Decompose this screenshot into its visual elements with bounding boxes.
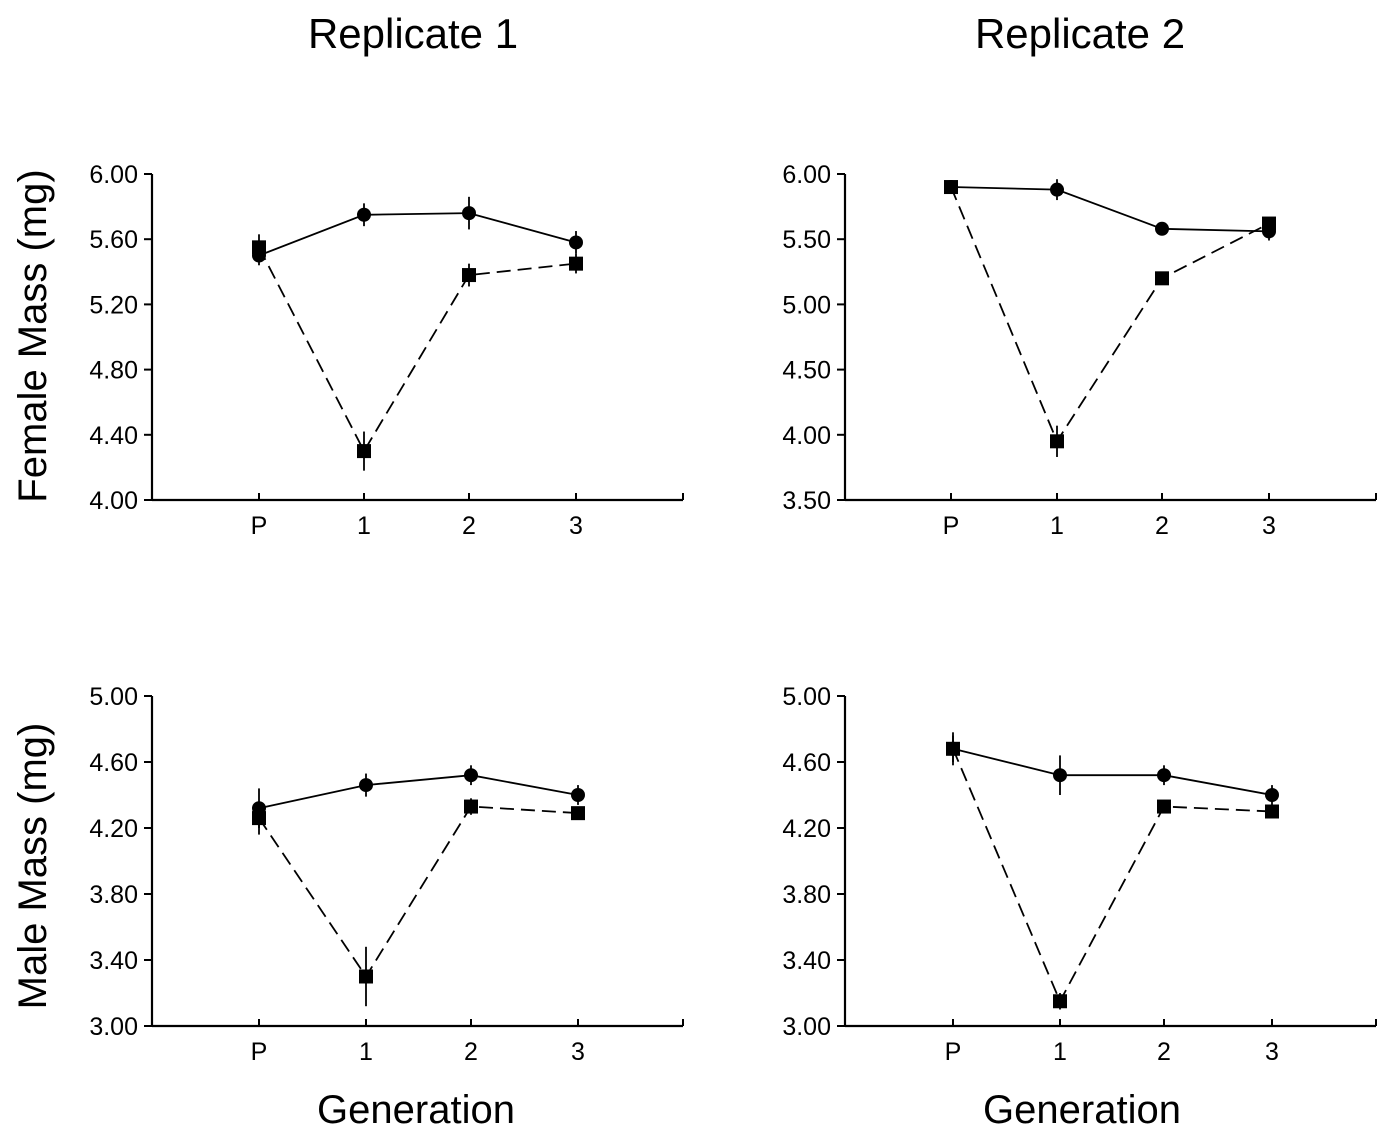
x-tick-label: 2 [1155,512,1169,540]
y-tick-label: 4.60 [89,749,138,777]
series-line-square [950,186,1270,444]
square-point [569,256,583,271]
panel-1: 4.00 4.40 4.80 5.20 5.60 6.00 P 1 2 3 [89,161,684,540]
y-tick-label: 5.00 [782,683,831,711]
y-tick-label: 3.80 [89,881,138,909]
square-point [946,741,960,756]
y-tick-label: 6.00 [89,161,138,189]
y-tick-label: 5.60 [89,226,138,254]
panel-3: 3.00 3.40 3.80 4.20 4.60 5.00 P 1 2 3 [89,683,684,1066]
square-point [1155,271,1169,286]
y-tick-label: 4.50 [782,357,831,385]
x-tick-label: P [251,512,268,540]
square-point [1265,804,1279,819]
square-point [1050,434,1064,449]
series-line-square [258,246,577,453]
x-tick-label: P [251,1038,268,1066]
y-tick-label: 3.40 [89,947,138,975]
y-tick-label: 3.00 [89,1013,138,1041]
circle-point [571,788,585,802]
square-point [1157,799,1171,814]
y-tick-label: 6.00 [782,161,831,189]
x-tick-label: 3 [571,1038,585,1066]
circle-point [357,207,371,222]
y-tick-label: 5.20 [89,291,138,319]
chart-panels: 4.00 4.40 4.80 5.20 5.60 6.00 P 1 2 3 3.50 4.00 4.50… [89,161,1377,1066]
square-point [944,180,958,195]
y-tick-label: 4.20 [782,815,831,843]
y-tick-label: 4.00 [89,487,138,515]
circle-point [569,235,583,250]
circle-point [464,768,478,783]
series-line-square [258,805,579,979]
x-tick-label: 1 [1050,512,1064,540]
y-tick-label: 5.50 [782,226,831,254]
y-tick-label: 5.00 [782,291,831,319]
x-tick-label: 1 [1053,1038,1067,1066]
square-point [1262,216,1276,231]
square-point [252,240,266,255]
y-tick-label: 4.20 [89,815,138,843]
panel-4: 3.00 3.40 3.80 4.20 4.60 5.00 P 1 2 3 [782,683,1377,1066]
x-tick-label: 1 [359,1038,373,1066]
column-title-replicate-1: Replicate 1 [308,10,518,57]
x-tick-label: 2 [462,512,476,540]
square-point [359,969,373,984]
y-tick-label: 3.40 [782,947,831,975]
series-line-circle [952,747,1273,796]
y-tick-label: 3.50 [782,487,831,515]
x-axis-label-right: Generation [983,1088,1181,1129]
x-tick-label: P [945,1038,962,1066]
panel-2: 3.50 4.00 4.50 5.00 5.50 6.00 P 1 2 3 [782,161,1377,540]
y-axis-label-female: Female Mass (mg) [11,169,55,502]
circle-point [462,206,476,221]
y-tick-label: 4.60 [782,749,831,777]
x-tick-label: 2 [464,1038,478,1066]
y-tick-label: 4.80 [89,357,138,385]
y-tick-label: 4.00 [782,422,831,450]
circle-point [1053,768,1067,783]
series-line-square [952,748,1273,1004]
y-tick-label: 4.40 [89,422,138,450]
square-point [357,444,371,459]
y-tick-label: 3.00 [782,1013,831,1041]
circle-point [1157,768,1171,783]
square-point [464,799,478,814]
column-title-replicate-2: Replicate 2 [975,10,1185,57]
series-line-circle [258,212,577,257]
x-tick-label: 2 [1157,1038,1171,1066]
circle-point [1155,221,1169,236]
series-line-circle [950,186,1270,233]
circle-point [1265,788,1279,802]
x-tick-label: P [943,512,960,540]
x-tick-label: 3 [1265,1038,1279,1066]
y-tick-label: 3.80 [782,881,831,909]
y-axis-label-male: Male Mass (mg) [11,723,55,1010]
circle-point [359,778,373,793]
square-point [1053,994,1067,1009]
x-axis-label-left: Generation [317,1088,515,1129]
circle-point [1050,182,1064,197]
square-point [462,268,476,283]
x-tick-label: 3 [569,512,583,540]
series-line-circle [258,774,579,810]
x-tick-label: 1 [357,512,371,540]
square-point [571,806,585,821]
y-tick-label: 5.00 [89,683,138,711]
x-tick-label: 3 [1262,512,1276,540]
square-point [252,811,266,826]
